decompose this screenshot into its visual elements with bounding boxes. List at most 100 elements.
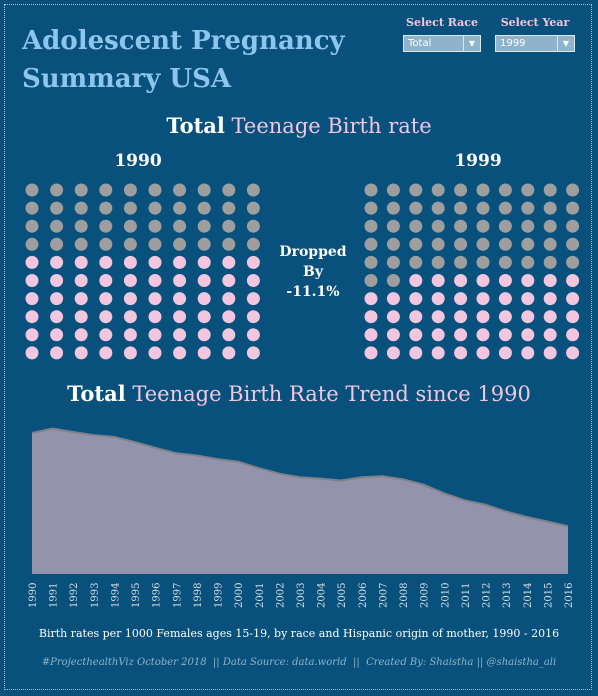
birth-dot xyxy=(222,310,236,324)
x-tick-label: 2010 xyxy=(440,583,451,608)
empty-dot xyxy=(246,219,260,233)
empty-dot xyxy=(173,201,187,215)
birth-dot xyxy=(99,310,113,324)
birth-dot xyxy=(197,328,211,342)
birth-dot xyxy=(197,274,211,287)
x-tick-label: 2004 xyxy=(317,583,328,608)
birth-dot xyxy=(74,292,88,306)
empty-dot xyxy=(99,201,113,215)
empty-dot xyxy=(25,237,39,251)
year-select[interactable]: 1999 ▼ xyxy=(495,35,575,52)
waffle-charts xyxy=(25,183,580,360)
empty-dot xyxy=(197,183,211,197)
empty-dot xyxy=(222,201,236,215)
birth-dot xyxy=(409,274,423,287)
birth-dot xyxy=(566,274,580,287)
birth-dot xyxy=(431,328,445,342)
empty-dot xyxy=(50,183,64,197)
empty-dot xyxy=(123,237,137,251)
birth-dot xyxy=(25,255,39,269)
birth-dot xyxy=(476,274,490,287)
birth-dot xyxy=(222,328,236,342)
empty-dot xyxy=(476,201,490,215)
empty-dot xyxy=(431,237,445,251)
birth-dot xyxy=(148,292,162,306)
empty-dot xyxy=(543,255,557,269)
x-tick-label: 2009 xyxy=(420,583,431,608)
race-filter-label: Select Race xyxy=(406,16,478,29)
birth-dot xyxy=(543,292,557,306)
birth-dot xyxy=(74,310,88,324)
birth-dot xyxy=(246,310,260,324)
empty-dot xyxy=(454,219,468,233)
empty-dot xyxy=(246,237,260,251)
birth-dot xyxy=(50,328,64,342)
birth-dot xyxy=(148,255,162,269)
birth-dot xyxy=(173,310,187,324)
birth-dot xyxy=(173,274,187,287)
empty-dot xyxy=(454,201,468,215)
birth-dot xyxy=(99,328,113,342)
empty-dot xyxy=(364,201,378,215)
credits-line: #ProjecthealthViz October 2018 || Data S… xyxy=(41,657,557,668)
empty-dot xyxy=(173,237,187,251)
change-value: -11.1% xyxy=(286,284,340,300)
birth-dot xyxy=(476,346,490,360)
birth-dot xyxy=(123,292,137,306)
x-tick-label: 1994 xyxy=(110,583,121,608)
empty-dot xyxy=(386,237,400,251)
x-tick-label: 2003 xyxy=(296,583,307,608)
birth-dot xyxy=(566,292,580,306)
empty-dot xyxy=(50,219,64,233)
empty-dot xyxy=(25,201,39,215)
birth-dot xyxy=(148,274,162,287)
year-filter: Select Year 1999 ▼ xyxy=(495,16,575,52)
birth-dot xyxy=(498,274,512,287)
chevron-down-icon[interactable]: ▼ xyxy=(557,36,574,51)
birth-dot xyxy=(476,310,490,324)
birth-dot xyxy=(173,292,187,306)
empty-dot xyxy=(543,219,557,233)
empty-dot xyxy=(543,237,557,251)
birth-dot xyxy=(386,310,400,324)
x-tick-label: 1991 xyxy=(49,583,60,608)
birth-dot xyxy=(543,310,557,324)
birth-dot xyxy=(74,255,88,269)
empty-dot xyxy=(364,274,378,287)
birth-dot xyxy=(246,292,260,306)
empty-dot xyxy=(364,255,378,269)
empty-dot xyxy=(543,183,557,197)
empty-dot xyxy=(409,201,423,215)
x-tick-label: 1999 xyxy=(214,583,225,608)
change-line2: By xyxy=(303,264,323,280)
x-tick-label: 2000 xyxy=(234,583,245,608)
empty-dot xyxy=(148,201,162,215)
x-tick-label: 2011 xyxy=(461,583,472,608)
birth-dot xyxy=(498,328,512,342)
empty-dot xyxy=(386,183,400,197)
birth-dot xyxy=(431,346,445,360)
birth-dot xyxy=(386,328,400,342)
empty-dot xyxy=(566,219,580,233)
birth-dot xyxy=(246,328,260,342)
x-tick-label: 2001 xyxy=(255,583,266,608)
birth-dot xyxy=(222,292,236,306)
empty-dot xyxy=(521,201,535,215)
empty-dot xyxy=(74,201,88,215)
birth-dot xyxy=(25,346,39,360)
chevron-down-icon[interactable]: ▼ xyxy=(463,36,480,51)
empty-dot xyxy=(197,237,211,251)
birth-dot xyxy=(521,274,535,287)
empty-dot xyxy=(431,183,445,197)
empty-dot xyxy=(364,237,378,251)
x-tick-label: 2008 xyxy=(399,583,410,608)
birth-dot xyxy=(409,346,423,360)
waffle-1999-title: 1999 xyxy=(454,151,502,171)
empty-dot xyxy=(99,237,113,251)
birth-dot xyxy=(25,274,39,287)
race-select[interactable]: Total ▼ xyxy=(403,35,481,52)
empty-dot xyxy=(148,219,162,233)
empty-dot xyxy=(386,274,400,287)
empty-dot xyxy=(476,183,490,197)
empty-dot xyxy=(386,201,400,215)
